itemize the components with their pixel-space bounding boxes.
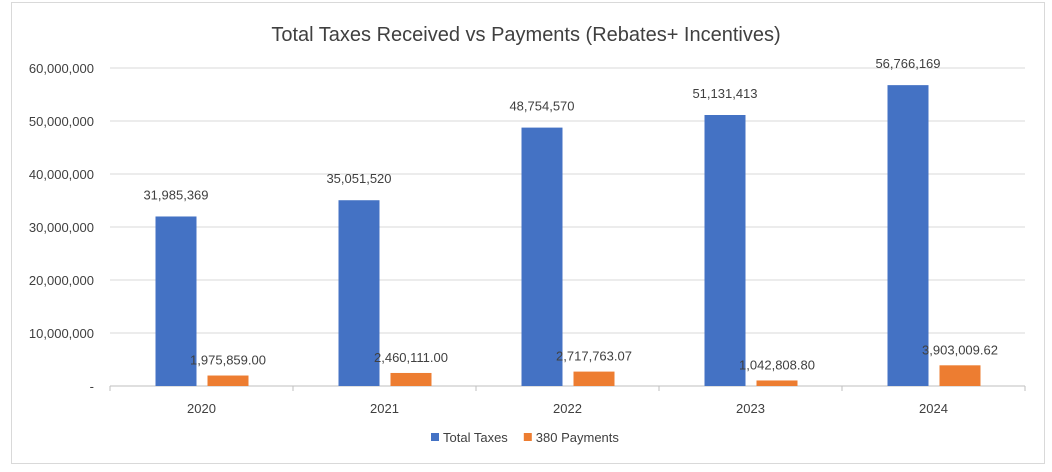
legend-swatch — [431, 433, 439, 441]
chart-frame — [11, 2, 1045, 464]
data-label: 3,903,009.62 — [922, 342, 998, 357]
y-tick-label: 10,000,000 — [29, 326, 94, 341]
bar-total-taxes — [887, 85, 929, 386]
bar-total-taxes — [704, 115, 746, 386]
y-tick-label: - — [90, 379, 94, 394]
y-tick-label: 60,000,000 — [29, 61, 94, 76]
data-label: 35,051,520 — [326, 171, 391, 186]
x-tick-label: 2024 — [919, 401, 948, 416]
bar-total-taxes — [155, 216, 197, 386]
bar-380-payments — [756, 380, 798, 386]
data-label: 1,975,859.00 — [190, 353, 266, 368]
data-label: 51,131,413 — [692, 86, 757, 101]
legend-label: Total Taxes — [443, 430, 508, 445]
data-label: 48,754,570 — [509, 99, 574, 114]
bar-total-taxes — [338, 200, 380, 386]
x-tick-label: 2023 — [736, 401, 765, 416]
y-tick-label: 20,000,000 — [29, 273, 94, 288]
x-tick-label: 2021 — [370, 401, 399, 416]
y-tick-label: 30,000,000 — [29, 220, 94, 235]
data-label: 1,042,808.80 — [739, 357, 815, 372]
bar-380-payments — [390, 372, 432, 386]
bar-380-payments — [573, 371, 615, 386]
bar-380-payments — [207, 375, 249, 386]
legend-swatch — [523, 433, 532, 441]
data-label: 2,717,763.07 — [556, 349, 632, 364]
x-tick-label: 2020 — [187, 401, 216, 416]
data-label: 56,766,169 — [875, 56, 940, 71]
bar-380-payments — [939, 365, 981, 386]
bar-total-taxes — [521, 127, 563, 387]
chart-title: Total Taxes Received vs Payments (Rebate… — [271, 24, 780, 46]
y-tick-label: 40,000,000 — [29, 167, 94, 182]
x-tick-label: 2022 — [553, 401, 582, 416]
legend-label: 380 Payments — [536, 430, 620, 445]
data-label: 31,985,369 — [143, 187, 208, 202]
y-tick-label: 50,000,000 — [29, 114, 94, 129]
data-label: 2,460,111.00 — [374, 350, 448, 365]
